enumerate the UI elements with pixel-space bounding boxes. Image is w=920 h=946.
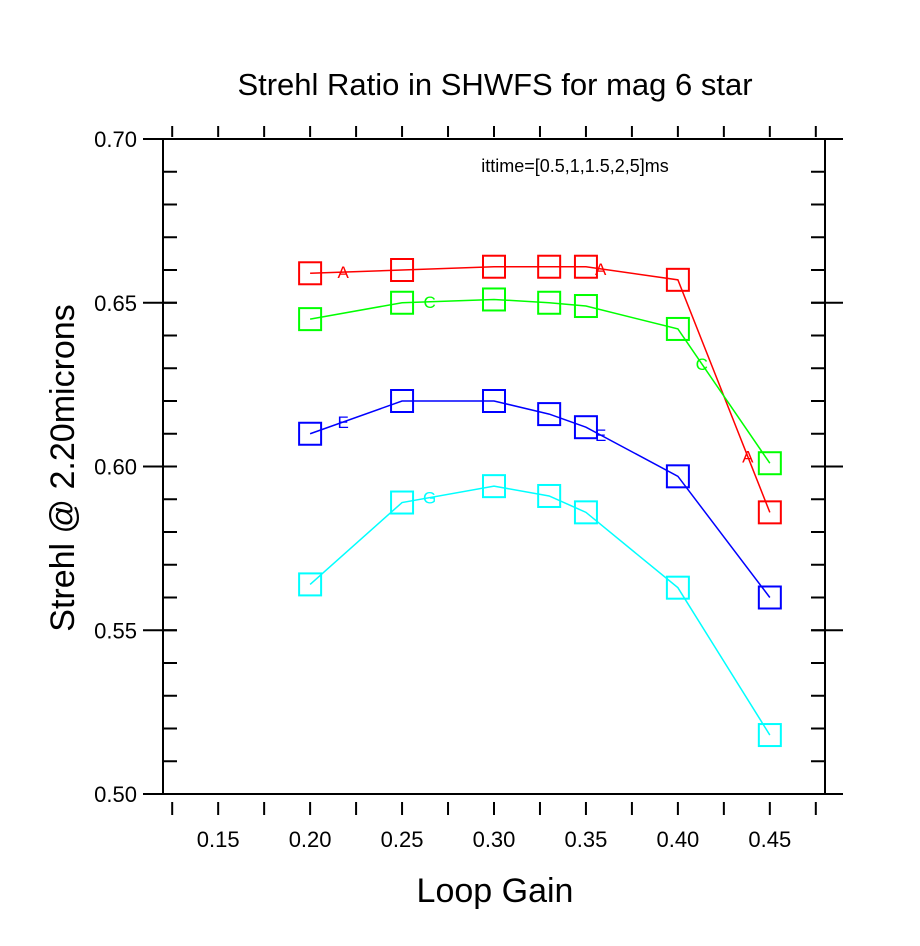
data-point-marker [390, 290, 415, 315]
data-point-marker [757, 723, 782, 748]
y-tick-label: 0.60 [94, 455, 137, 480]
x-tick-label: 0.20 [289, 827, 332, 852]
series-G: G [298, 474, 782, 748]
data-point-marker [665, 267, 690, 292]
data-point-marker [757, 500, 782, 525]
data-point-marker [665, 316, 690, 341]
x-axis-title: Loop Gain [417, 872, 574, 910]
series-A: A A A [298, 254, 782, 525]
series-label: E [595, 426, 606, 445]
y-axis-title: Strehl @ 2.20microns [44, 304, 82, 631]
y-tick-label: 0.50 [94, 782, 137, 807]
data-point-marker [537, 290, 562, 315]
data-point-marker [573, 294, 598, 319]
series-C: CC [298, 287, 782, 476]
chart-annotation: ittime=[0.5,1,1.5,2,5]ms [481, 156, 669, 176]
x-tick-label: 0.35 [565, 827, 608, 852]
series-label: C [423, 293, 435, 312]
y-tick-label: 0.65 [94, 291, 137, 316]
series-label: A [742, 448, 754, 467]
series-label: G [423, 489, 436, 508]
y-tick-label: 0.70 [94, 127, 137, 152]
data-point-marker [298, 261, 323, 286]
data-point-marker [665, 575, 690, 600]
data-point-marker [390, 490, 415, 515]
x-tick-label: 0.30 [473, 827, 516, 852]
series-line [309, 485, 771, 736]
data-point-marker [482, 254, 506, 279]
series-line [310, 265, 771, 513]
series-label: A [338, 263, 350, 282]
data-point-marker [482, 389, 506, 413]
data-point-marker [537, 402, 562, 427]
series-label: C [696, 355, 708, 374]
x-tick-label: 0.45 [748, 827, 791, 852]
data-point-marker [537, 254, 562, 279]
series-label: A [595, 260, 607, 279]
data-point-marker [390, 389, 415, 413]
series-E: EE [298, 389, 782, 610]
data-point-marker [298, 572, 323, 597]
data-point-marker [573, 254, 598, 279]
data-point-marker [573, 500, 598, 525]
series-line [309, 400, 771, 598]
series-label: E [338, 413, 349, 432]
data-point-marker [665, 464, 690, 489]
series-line [309, 298, 771, 464]
data-point-marker [298, 307, 323, 332]
data-point-marker [390, 258, 415, 282]
data-point-marker [482, 287, 506, 312]
data-point-marker [573, 415, 598, 440]
data-point-marker [537, 483, 562, 508]
axes: 0.50 0.55 0.60 0.65 0.70 0.15 0.20 0.25 0.30 0.35… [94, 126, 843, 852]
y-tick-label: 0.55 [94, 618, 137, 643]
chart-title: Strehl Ratio in SHWFS for mag 6 star [237, 67, 752, 102]
x-tick-label: 0.40 [656, 827, 699, 852]
data-point-marker [298, 421, 323, 446]
data-point-marker [757, 451, 782, 476]
x-tick-label: 0.15 [197, 827, 240, 852]
x-tick-label: 0.25 [381, 827, 424, 852]
data-point-marker [757, 585, 782, 610]
data-point-marker [482, 474, 506, 499]
